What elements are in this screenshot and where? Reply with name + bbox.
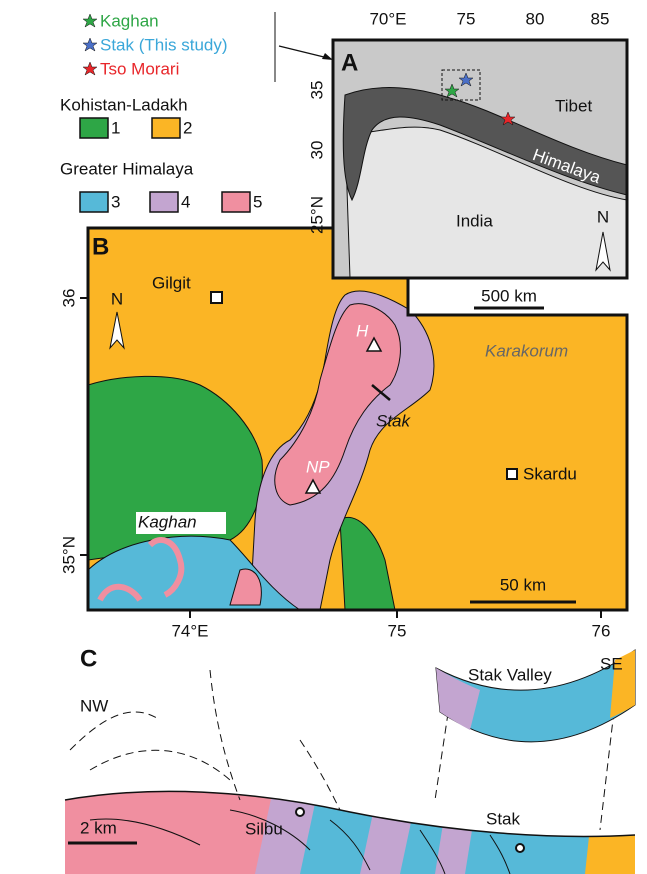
lon-label: 70°E bbox=[369, 9, 406, 28]
region-label: Karakorum bbox=[485, 341, 568, 360]
swatch bbox=[150, 192, 178, 212]
lon-label: 74°E bbox=[171, 621, 208, 640]
legend-unit: 5 bbox=[253, 192, 262, 211]
legend-group: Kohistan-Ladakh bbox=[60, 95, 188, 114]
scale-label: 50 km bbox=[500, 575, 546, 594]
place-label: Kaghan bbox=[138, 512, 197, 531]
star-blue bbox=[83, 38, 97, 51]
legend: Kaghan Stak (This study) Tso Morari Kohi… bbox=[60, 11, 333, 212]
lat-label: 36 bbox=[59, 289, 78, 308]
town bbox=[211, 292, 222, 303]
panel-b: B Gilgit N H Stak Karakorum NP Skardu Ka… bbox=[59, 228, 627, 640]
lat-label: 35 bbox=[307, 81, 326, 100]
direction: SE bbox=[600, 654, 623, 673]
legend-unit: 2 bbox=[183, 118, 192, 137]
town-label: Skardu bbox=[523, 464, 577, 483]
lat-label: 35°N bbox=[59, 536, 78, 574]
legend-unit: 3 bbox=[111, 192, 120, 211]
swatch bbox=[80, 118, 108, 138]
star-green bbox=[83, 14, 97, 27]
site-label: Silbu bbox=[245, 819, 283, 838]
swatch bbox=[152, 118, 180, 138]
swatch bbox=[80, 192, 108, 212]
legend-star: Tso Morari bbox=[100, 59, 179, 78]
panel-label: B bbox=[92, 233, 109, 260]
direction: NW bbox=[80, 696, 108, 715]
town-label: Gilgit bbox=[152, 273, 191, 292]
legend-unit: 4 bbox=[181, 192, 190, 211]
lat-label: 30 bbox=[307, 141, 326, 160]
site bbox=[516, 844, 524, 852]
town bbox=[507, 469, 517, 479]
lon-label: 85 bbox=[591, 9, 610, 28]
arrow-head bbox=[322, 53, 333, 60]
page: body { margin: 0; background: #fff; font… bbox=[0, 0, 647, 874]
scale-label: 500 km bbox=[481, 286, 537, 305]
site-label: H bbox=[356, 321, 369, 340]
body: {"legend": {"stars": ["Kaghan", "Stak (T… bbox=[0, 0, 647, 874]
panel-label: A bbox=[341, 49, 358, 76]
unit-2 bbox=[585, 780, 635, 874]
site-label: NP bbox=[306, 457, 330, 476]
lon-label: 76 bbox=[592, 621, 611, 640]
legend-star: Kaghan bbox=[100, 11, 159, 30]
star-red bbox=[83, 62, 97, 75]
panel-a: A 70°E 75 80 85 35 30 25°N Tibet India H… bbox=[307, 9, 627, 308]
legend-unit: 1 bbox=[111, 118, 120, 137]
region-label: Tibet bbox=[555, 96, 592, 115]
north: N bbox=[111, 289, 123, 308]
site-label: Stak bbox=[486, 809, 521, 828]
lon-label: 80 bbox=[526, 9, 545, 28]
lon-label: 75 bbox=[457, 9, 476, 28]
lat-label: 25°N bbox=[307, 196, 326, 234]
arrow bbox=[279, 46, 328, 58]
scale-label: 2 km bbox=[80, 818, 117, 837]
region-label: India bbox=[456, 211, 493, 230]
panel-label: C bbox=[80, 645, 97, 672]
panel-c: C NW SE Stak Valley 2 km Silbu Stak bbox=[65, 645, 635, 874]
north: N bbox=[597, 207, 609, 226]
site bbox=[296, 808, 304, 816]
inset-label: Stak Valley bbox=[468, 665, 552, 684]
legend-star: Stak (This study) bbox=[100, 35, 228, 54]
site-label: Stak bbox=[376, 411, 412, 430]
swatch bbox=[222, 192, 250, 212]
figure: Kaghan Stak (This study) Tso Morari Kohi… bbox=[0, 0, 647, 874]
lon-label: 75 bbox=[388, 621, 407, 640]
legend-group: Greater Himalaya bbox=[60, 159, 194, 178]
